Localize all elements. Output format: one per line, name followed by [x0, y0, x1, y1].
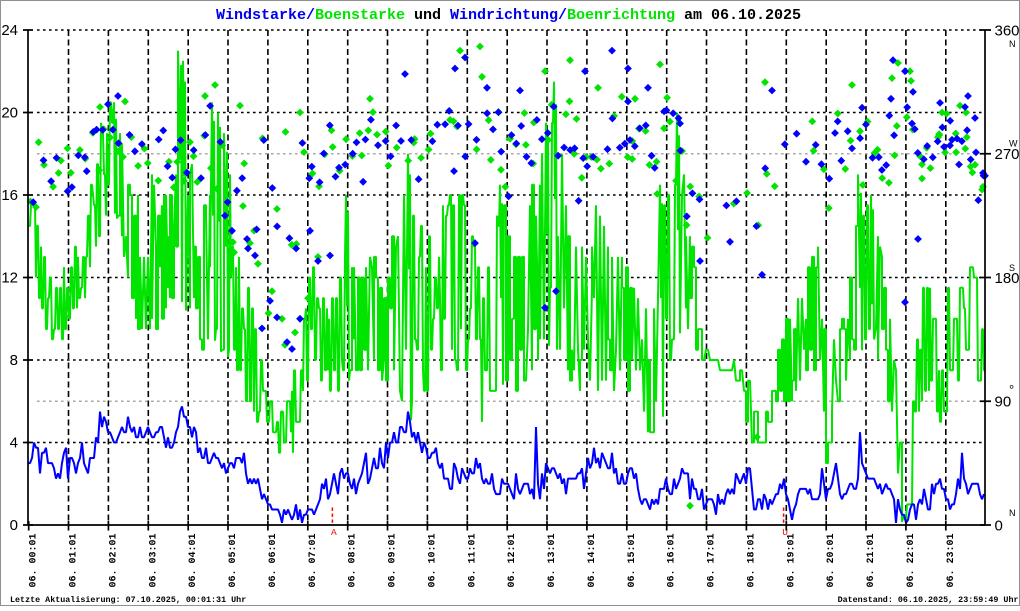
- svg-text:12: 12: [1, 270, 18, 287]
- svg-text:180: 180: [995, 270, 1020, 287]
- svg-text:06. 19:01: 06. 19:01: [786, 533, 797, 587]
- svg-text:06. 01:01: 06. 01:01: [69, 533, 80, 587]
- svg-text:A: A: [331, 527, 337, 538]
- svg-text:06. 03:01: 06. 03:01: [148, 533, 159, 587]
- svg-text:06. 06:01: 06. 06:01: [268, 533, 279, 587]
- svg-text:06. 11:01: 06. 11:01: [467, 533, 478, 587]
- svg-text:W: W: [1009, 139, 1018, 149]
- svg-text:20: 20: [1, 105, 18, 122]
- svg-text:Datenstand: 06.10.2025, 23:59:: Datenstand: 06.10.2025, 23:59:49 Uhr: [838, 595, 1019, 605]
- svg-text:Windstarke/Boenstarke und Wind: Windstarke/Boenstarke und Windrichtung/B…: [216, 6, 801, 24]
- svg-text:06. 18:01: 06. 18:01: [746, 533, 757, 587]
- svg-text:06. 23:01: 06. 23:01: [946, 533, 957, 587]
- svg-text:°: °: [1009, 382, 1014, 397]
- svg-text:8: 8: [10, 352, 18, 369]
- svg-text:06. 20:01: 06. 20:01: [826, 533, 837, 587]
- svg-text:U: U: [782, 527, 788, 538]
- svg-text:S: S: [1009, 263, 1015, 273]
- svg-text:0: 0: [995, 517, 1003, 534]
- svg-text:06. 00:01: 06. 00:01: [29, 533, 40, 587]
- svg-text:0: 0: [10, 517, 18, 534]
- svg-text:06. 22:01: 06. 22:01: [906, 533, 917, 587]
- svg-text:06. 02:01: 06. 02:01: [108, 533, 119, 587]
- svg-text:16: 16: [1, 187, 18, 204]
- svg-text:06. 10:01: 06. 10:01: [427, 533, 438, 587]
- svg-text:4: 4: [10, 435, 18, 452]
- svg-text:360: 360: [995, 22, 1020, 39]
- svg-text:06. 05:01: 06. 05:01: [228, 533, 239, 587]
- svg-text:06. 07:01: 06. 07:01: [308, 533, 319, 587]
- svg-text:06. 13:01: 06. 13:01: [547, 533, 558, 587]
- svg-text:270: 270: [995, 146, 1020, 163]
- svg-text:06. 09:01: 06. 09:01: [388, 533, 399, 587]
- svg-text:06. 08:01: 06. 08:01: [348, 533, 359, 587]
- svg-text:06. 14:01: 06. 14:01: [587, 533, 598, 587]
- svg-text:06. 16:01: 06. 16:01: [667, 533, 678, 587]
- svg-text:N: N: [1009, 39, 1016, 49]
- svg-text:Letzte Aktualisierung: 07.10.2: Letzte Aktualisierung: 07.10.2025, 00:01…: [10, 595, 246, 605]
- svg-text:06. 15:01: 06. 15:01: [627, 533, 638, 587]
- svg-text:24: 24: [1, 22, 18, 39]
- svg-text:06. 17:01: 06. 17:01: [707, 533, 718, 587]
- svg-text:N: N: [1009, 508, 1016, 518]
- svg-text:06. 04:01: 06. 04:01: [188, 533, 199, 587]
- svg-text:06. 12:01: 06. 12:01: [507, 533, 518, 587]
- svg-text:90: 90: [995, 394, 1012, 411]
- svg-text:06. 21:01: 06. 21:01: [866, 533, 877, 587]
